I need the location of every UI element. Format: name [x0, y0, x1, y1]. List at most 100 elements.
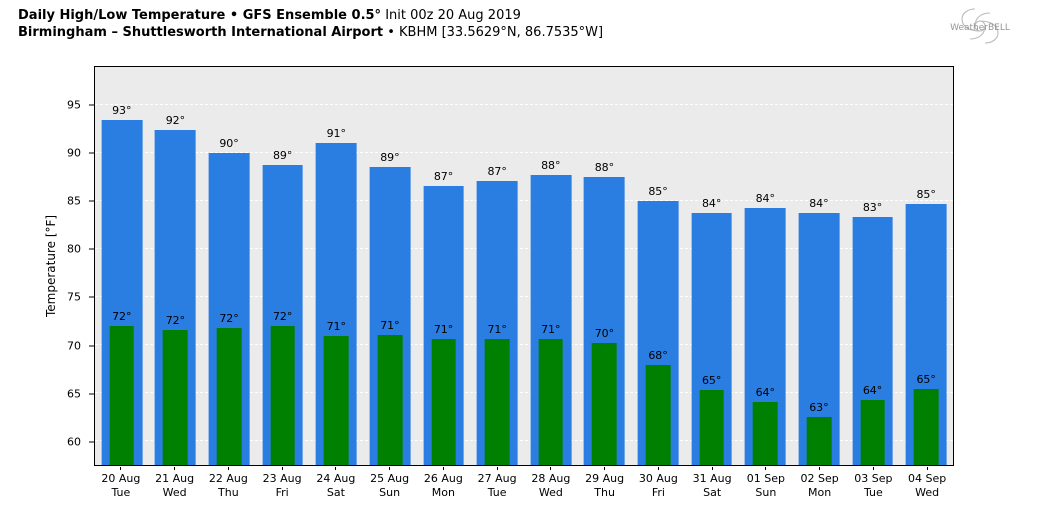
low-bar	[323, 335, 349, 465]
y-tick-mark	[89, 200, 94, 202]
y-tick-mark	[89, 152, 94, 154]
low-bar	[377, 334, 403, 465]
high-temp-label: 85°	[916, 188, 936, 202]
bar-group: 84° 64°	[739, 67, 793, 465]
x-tick-label: 28 Aug Wed	[524, 467, 578, 500]
gridline	[95, 104, 953, 106]
x-tick-date: 23 Aug	[262, 472, 302, 485]
y-tick-mark	[89, 345, 94, 347]
low-temp-label: 65°	[701, 374, 722, 388]
x-tick-label: 23 Aug Fri	[255, 467, 309, 500]
low-temp-label: 70°	[594, 327, 615, 341]
x-tick-date: 31 Aug	[692, 472, 732, 485]
low-bar	[752, 401, 778, 465]
x-tick-day: Tue	[111, 486, 131, 499]
x-tick-date: 24 Aug	[316, 472, 356, 485]
y-tick-label: 90	[67, 146, 81, 160]
bar-group: 85° 65°	[899, 67, 953, 465]
x-tick-day: Thu	[594, 486, 615, 499]
low-temp-label: 71°	[541, 323, 561, 337]
high-temp-label: 89°	[272, 148, 293, 162]
gridline	[95, 152, 953, 154]
x-tick-date: 30 Aug	[638, 472, 678, 485]
x-tick-label: 22 Aug Thu	[202, 467, 256, 500]
x-tick-label: 01 Sep Sun	[739, 467, 793, 500]
x-tick-day: Fri	[651, 486, 665, 499]
low-temp-label: 72°	[112, 309, 132, 323]
high-temp-label: 87°	[433, 169, 454, 183]
x-tick-mark	[335, 467, 337, 470]
x-tick-date: 29 Aug	[585, 472, 625, 485]
low-temp-label: 71°	[433, 323, 454, 337]
x-tick-date: 02 Sep	[800, 472, 839, 485]
high-temp-label: 93°	[112, 103, 132, 117]
y-tick-label: 70	[67, 339, 81, 353]
low-bar	[216, 327, 242, 465]
bar-group: 88° 70°	[578, 67, 632, 465]
y-tick-label: 75	[67, 290, 81, 304]
bar-group: 87° 71°	[470, 67, 524, 465]
high-temp-label: 83°	[862, 200, 883, 214]
x-tick-date: 22 Aug	[208, 472, 248, 485]
x-tick-day: Mon	[431, 486, 455, 499]
low-temp-label: 71°	[380, 318, 400, 332]
low-bar	[163, 329, 188, 465]
y-tick-label: 95	[67, 98, 81, 112]
y-tick-mark	[89, 248, 94, 250]
high-temp-label: 90°	[219, 137, 239, 151]
x-tick-date: 01 Sep	[746, 472, 785, 485]
x-tick-mark	[604, 467, 606, 470]
low-temp-label: 64°	[862, 383, 883, 397]
low-temp-label: 72°	[219, 311, 239, 325]
logo-text: WeatherBELL	[950, 23, 1010, 33]
x-tick-label: 20 Aug Tue	[94, 467, 148, 500]
x-tick-mark	[389, 467, 391, 470]
x-tick-day: Wed	[162, 486, 187, 499]
low-bar	[913, 389, 939, 465]
low-bar	[699, 390, 725, 465]
x-tick-label: 29 Aug Thu	[578, 467, 632, 500]
low-temp-label: 64°	[755, 385, 776, 399]
x-tick-day: Tue	[863, 486, 883, 499]
x-tick-mark	[926, 467, 928, 470]
low-temp-label: 71°	[487, 323, 507, 337]
low-bar	[109, 325, 135, 465]
y-tick-mark	[89, 393, 94, 395]
low-bar	[270, 325, 296, 465]
y-tick-label: 65	[67, 387, 81, 401]
x-tick-day: Tue	[487, 486, 507, 499]
high-temp-label: 84°	[755, 191, 776, 205]
x-tick-label: 24 Aug Sat	[309, 467, 363, 500]
bar-group: 91° 71°	[310, 67, 364, 465]
gridline	[95, 440, 953, 442]
x-tick-label: 26 Aug Mon	[417, 467, 471, 500]
low-bar	[806, 417, 832, 465]
low-temp-label: 72°	[165, 313, 186, 327]
chart-title-line-2: Birmingham – Shuttlesworth International…	[18, 24, 603, 41]
bar-group: 89° 72°	[256, 67, 310, 465]
low-bar	[645, 365, 671, 465]
x-tick-date: 03 Sep	[854, 472, 893, 485]
high-temp-label: 85°	[648, 185, 668, 199]
x-tick-date: 04 Sep	[908, 472, 947, 485]
x-tick-mark	[120, 467, 122, 470]
low-temp-label: 72°	[272, 309, 293, 323]
x-tick-day: Sun	[379, 486, 401, 499]
x-tick-mark	[657, 467, 659, 470]
bar-group: 84° 65°	[685, 67, 739, 465]
gridline	[95, 200, 953, 202]
x-tick-mark	[550, 467, 552, 470]
low-temp-label: 68°	[648, 349, 668, 363]
low-temp-label: 65°	[916, 373, 936, 387]
x-tick-mark	[872, 467, 874, 470]
y-axis: 60 65 70 75 80 85 90 95	[0, 66, 94, 466]
chart-title-init-time: Init 00z 20 Aug 2019	[381, 8, 521, 23]
x-tick-mark	[496, 467, 498, 470]
chart-title-main: Daily High/Low Temperature • GFS Ensembl…	[18, 8, 382, 23]
chart-subtitle-location: Birmingham – Shuttlesworth International…	[18, 25, 384, 40]
low-bar	[592, 343, 617, 465]
x-tick-day: Sun	[755, 486, 777, 499]
x-tick-date: 27 Aug	[477, 472, 517, 485]
low-temp-label: 63°	[809, 401, 829, 415]
x-tick-mark	[711, 467, 713, 470]
